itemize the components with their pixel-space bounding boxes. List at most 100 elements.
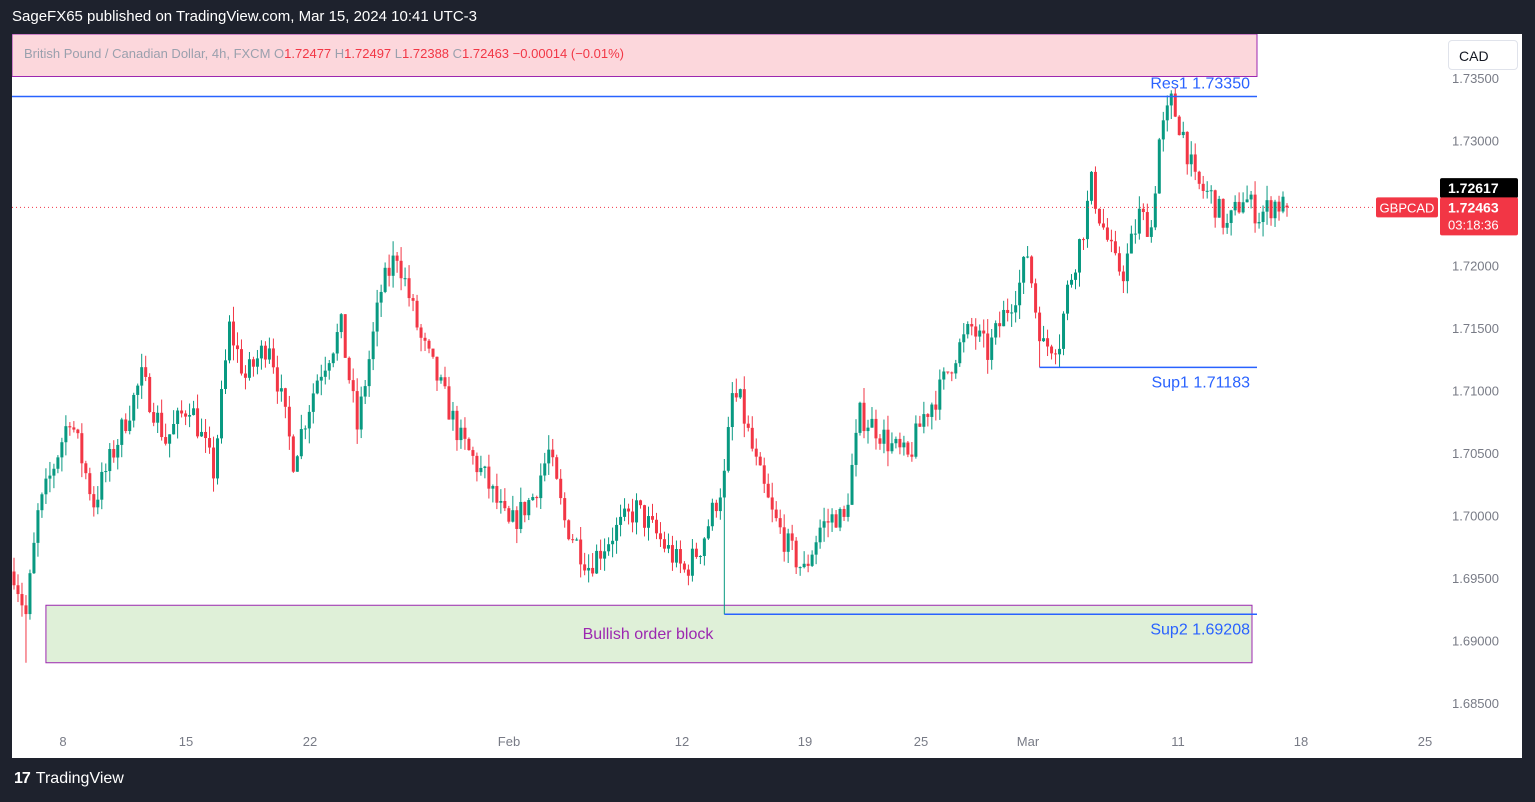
candle-body (351, 380, 355, 392)
candle-body (339, 314, 343, 333)
candle-body (1205, 190, 1209, 192)
candle-body (790, 533, 794, 541)
candle-body (208, 438, 212, 448)
instrument-name: British Pound / Canadian Dollar, 4h, FXC… (24, 46, 271, 61)
candle-body (1189, 154, 1193, 165)
candle-body (447, 386, 451, 420)
y-tick-label: 1.68500 (1452, 696, 1499, 711)
candle-body (283, 388, 287, 407)
candle-body (431, 348, 435, 357)
candle-body (32, 542, 36, 574)
candle-body (251, 359, 255, 367)
candle-body (898, 438, 902, 448)
candle-body (263, 345, 267, 360)
high-label: H (334, 46, 345, 61)
candle-body (942, 371, 946, 380)
candle-body (419, 327, 423, 338)
candle-body (1062, 313, 1066, 349)
candle-body (854, 432, 858, 465)
candle-body (503, 501, 507, 509)
candle-body (427, 340, 431, 349)
x-tick-label: 12 (675, 734, 689, 749)
candle-body (156, 412, 160, 423)
candle-body (774, 509, 778, 519)
candle-body (287, 406, 291, 437)
high-value: 1.72497 (344, 46, 392, 61)
currency-button[interactable]: CAD (1448, 40, 1518, 70)
candle-body (599, 550, 603, 559)
candle-body (982, 330, 986, 334)
candle-body (128, 420, 132, 432)
sup2-label: Sup2 1.69208 (1150, 621, 1250, 638)
candle-body (367, 359, 371, 387)
candle-body (730, 393, 734, 428)
candle-body (375, 302, 379, 332)
candle-body (810, 554, 814, 566)
res1-label: Res1 1.73350 (1150, 76, 1250, 93)
candle-body (188, 415, 192, 417)
candle-body (998, 323, 1002, 327)
candle-body (926, 414, 930, 417)
candle-body (694, 548, 698, 557)
candle-body (962, 334, 966, 343)
candle-body (44, 478, 48, 495)
tradingview-brand: TradingView (35, 770, 124, 787)
gbpcad-chart[interactable]: Bullish order block1.735001.730001.72500… (12, 34, 1522, 758)
y-tick-label: 1.70500 (1452, 446, 1499, 461)
y-tick-label: 1.71000 (1452, 383, 1499, 398)
candle-body (1117, 253, 1121, 272)
candle-body (555, 457, 559, 479)
y-tick-label: 1.73000 (1452, 133, 1499, 148)
candle-body (395, 255, 399, 261)
candle-body (224, 360, 228, 389)
candle-body (1225, 222, 1229, 228)
candle-body (1113, 241, 1117, 254)
candle-body (914, 423, 918, 457)
candle-body (1177, 116, 1181, 136)
candle-body (619, 516, 623, 525)
candle-body (846, 504, 850, 517)
candle-body (770, 497, 774, 510)
candle-body (1070, 279, 1074, 285)
candle-body (874, 418, 878, 439)
y-tick-label: 1.73500 (1452, 71, 1499, 86)
publisher-text: SageFX65 published on TradingView.com, M… (12, 8, 477, 25)
candle-body (68, 426, 72, 428)
candle-body (910, 454, 914, 457)
candle-body (387, 267, 391, 276)
candle-body (399, 260, 403, 279)
candle-body (227, 321, 231, 361)
candle-body (1141, 208, 1145, 213)
low-value: 1.72388 (402, 46, 450, 61)
candle-body (1042, 338, 1046, 342)
candle-body (1022, 256, 1026, 283)
publisher-bar: SageFX65 published on TradingView.com, M… (0, 0, 1535, 34)
candle-body (858, 402, 862, 433)
candle-body (674, 549, 678, 563)
candle-body (220, 388, 224, 439)
chart-area[interactable]: Bullish order block1.735001.730001.72500… (12, 34, 1522, 758)
x-tick-label: Mar (1017, 734, 1040, 749)
candle-body (1010, 312, 1014, 314)
candle-body (754, 448, 758, 457)
candle-body (1201, 183, 1205, 191)
candle-body (371, 331, 375, 360)
candle-body (495, 486, 499, 503)
candle-body (519, 501, 523, 529)
candle-body (1221, 198, 1225, 228)
candle-body (918, 423, 922, 427)
change-value: −0.00014 (−0.01%) (512, 46, 624, 61)
candle-body (890, 443, 894, 452)
candle-body (1125, 253, 1129, 282)
candle-body (802, 563, 806, 568)
candle-body (710, 502, 714, 527)
candle-body (319, 376, 323, 381)
candle-body (275, 367, 279, 392)
candle-body (838, 509, 842, 528)
candle-body (343, 314, 347, 358)
candle-body (1109, 239, 1113, 242)
candle-body (1105, 227, 1109, 240)
candle-body (379, 291, 383, 303)
candle-body (204, 431, 208, 439)
candle-body (1265, 200, 1269, 212)
